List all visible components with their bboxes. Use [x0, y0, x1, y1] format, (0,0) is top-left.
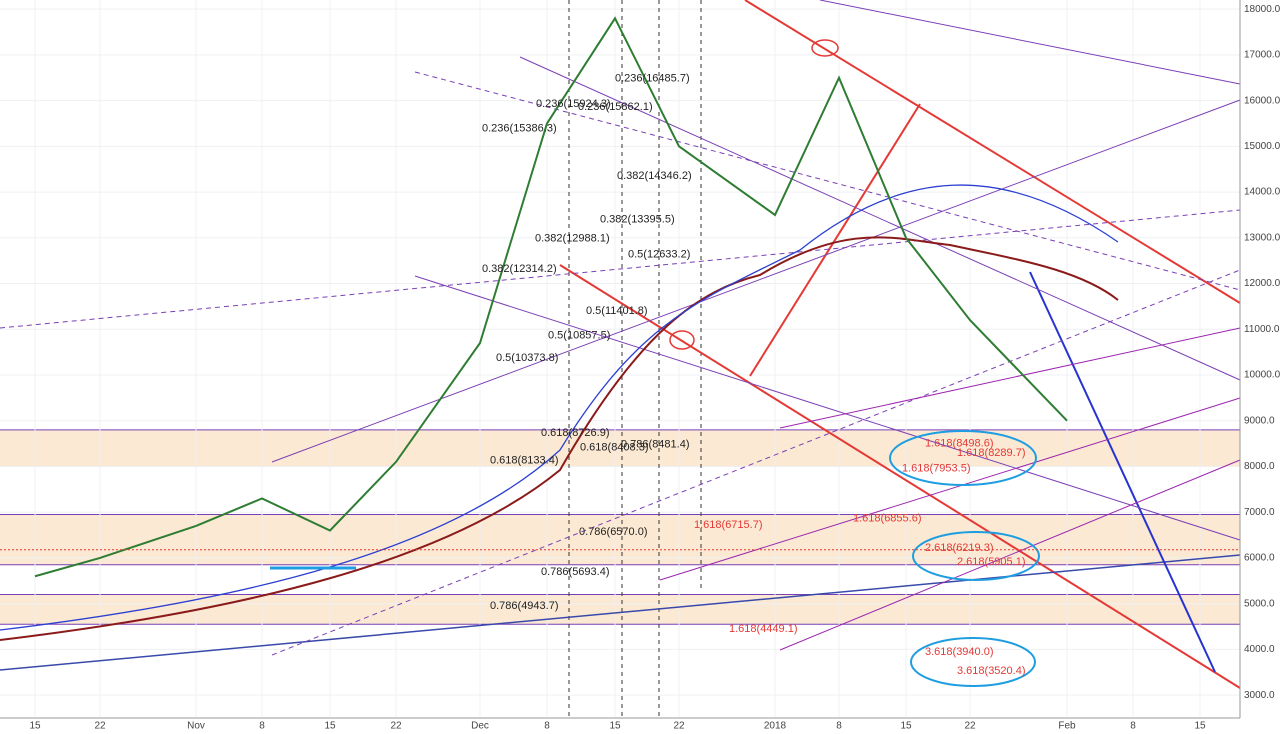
y-tick-label: 11000.0: [1244, 324, 1280, 335]
y-tick-label: 16000.0: [1244, 95, 1280, 106]
channel-line: [744, 0, 1241, 304]
x-tick-label: 15: [609, 721, 621, 732]
y-tick-label: 7000.0: [1244, 507, 1275, 518]
fib-label: 0.786(8481.4): [621, 438, 690, 450]
x-tick-label: Feb: [1058, 721, 1076, 732]
y-tick-label: 4000.0: [1244, 644, 1275, 655]
x-tick-label: 15: [324, 721, 336, 732]
fib-label-red: 1.618(6715.7): [694, 519, 763, 531]
fib-label: 0.5(12633.2): [628, 248, 690, 260]
fib-label: 0.5(10373.8): [496, 352, 558, 364]
fib-label: 0.382(14346.2): [617, 170, 692, 182]
marker-circle: [669, 330, 695, 350]
y-tick-label: 3000.0: [1244, 690, 1275, 701]
x-axis-bg: [0, 718, 1240, 734]
moving-average: [0, 184, 1119, 631]
drawings: [0, 0, 1241, 718]
x-tick-label: 22: [673, 721, 685, 732]
fib-label: 0.382(12988.1): [535, 232, 610, 244]
grid: [0, 0, 1240, 718]
trend-line: [0, 209, 1241, 329]
fib-label: 0.618(8133.4): [490, 454, 559, 466]
x-tick-label: 15: [900, 721, 912, 732]
trend-line: [519, 56, 1241, 381]
trend-line: [779, 327, 1241, 429]
fib-label-red: 1.618(8498.6): [925, 438, 994, 450]
x-tick-label: 22: [390, 721, 402, 732]
fib-label: 0.5(11401.8): [586, 305, 648, 317]
fib-label: 0.382(12314.2): [482, 263, 557, 275]
fib-label: 0.236(15924.3): [536, 98, 611, 110]
fib-label-red: 3.618(3940.0): [925, 646, 994, 658]
x-tick-label: 8: [1130, 721, 1136, 732]
x-tick-label: 8: [836, 721, 842, 732]
fib-label: 0.382(13395.5): [600, 214, 675, 226]
fib-label: 0.236(15386.3): [482, 123, 557, 135]
y-tick-label: 8000.0: [1244, 461, 1275, 472]
fib-label: 0.236(16485.7): [615, 72, 690, 84]
y-tick-label: 9000.0: [1244, 415, 1275, 426]
trend-line: [819, 0, 1241, 85]
zone: [0, 594, 1240, 625]
moving-average: [0, 236, 1119, 641]
y-tick-label: 17000.0: [1244, 50, 1280, 61]
y-tick-label: 12000.0: [1244, 278, 1280, 289]
x-tick-label: 8: [544, 721, 550, 732]
trend-line: [414, 71, 1241, 291]
fib-label-red: 1.618(6855.6): [853, 513, 922, 525]
zone: [0, 429, 1240, 467]
fib-label-red: 1.618(8289.7): [957, 447, 1026, 459]
price-line: [34, 16, 1068, 578]
y-tick-label: 14000.0: [1244, 187, 1280, 198]
y-tick-label: 15000.0: [1244, 141, 1280, 152]
highlight-ellipse: [910, 637, 1036, 687]
fib-label-red: 2.618(6219.3): [925, 542, 994, 554]
highlight-ellipse: [912, 531, 1040, 581]
x-tick-label: 2018: [764, 721, 787, 732]
trend-line: [271, 269, 1241, 656]
fib-label-red: 3.618(3520.4): [957, 665, 1026, 677]
x-tick-label: 15: [29, 721, 41, 732]
x-tick-label: 22: [94, 721, 106, 732]
trend-line: [1029, 271, 1216, 673]
fib-label-red: 1.618(7953.5): [902, 463, 971, 475]
axes: 3000.0 4000.0 5000.0 6000.0 7000.0 8000.0 9000…: [29, 4, 1280, 732]
trend-line: [779, 459, 1241, 651]
fib-label-red: 1.618(4449.1): [729, 623, 798, 635]
zones: [0, 429, 1240, 625]
y-tick-label: 10000.0: [1244, 370, 1280, 381]
y-tick-label: 5000.0: [1244, 598, 1275, 609]
fib-label: 0.5(10857.5): [548, 330, 610, 342]
fib-label: 0.786(6570.0): [579, 526, 648, 538]
y-tick-label: 6000.0: [1244, 553, 1275, 564]
x-tick-label: 8: [259, 721, 265, 732]
marker-circle: [811, 39, 839, 57]
fib-label-red: 2.618(5905.1): [957, 556, 1026, 568]
channel-line: [559, 264, 1241, 689]
arrow: [749, 103, 921, 377]
fib-label: 0.618(8726.9): [541, 427, 610, 439]
y-tick-label: 13000.0: [1244, 232, 1280, 243]
x-tick-label: 22: [964, 721, 976, 732]
x-tick-label: 15: [1194, 721, 1206, 732]
trend-line: [414, 275, 1241, 541]
fib-label: 0.618(8408.3): [580, 442, 649, 454]
highlight-ellipse: [889, 430, 1037, 486]
fib-label: 0.786(4943.7): [490, 600, 559, 612]
trend-line: [271, 99, 1241, 463]
x-tick-label: Dec: [471, 721, 489, 732]
zone: [0, 514, 1240, 565]
fib-label: 0.786(5693.4): [541, 566, 610, 578]
fib-label: 0.236(15862.1): [578, 101, 653, 113]
y-tick-label: 18000.0: [1244, 4, 1280, 15]
y-axis-bg: [1240, 0, 1280, 734]
trend-line: [0, 554, 1241, 671]
x-tick-label: Nov: [187, 721, 205, 732]
